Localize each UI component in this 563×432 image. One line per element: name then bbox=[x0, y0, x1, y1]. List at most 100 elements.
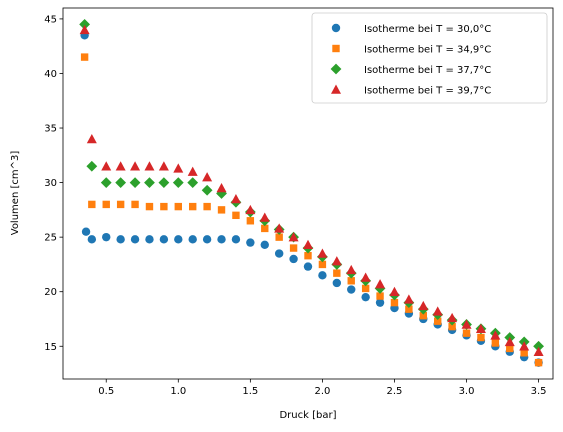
data-point bbox=[477, 333, 485, 342]
data-point bbox=[245, 204, 256, 215]
data-point bbox=[461, 319, 472, 329]
data-point bbox=[418, 300, 429, 311]
data-point bbox=[174, 202, 182, 211]
data-point bbox=[86, 160, 98, 172]
data-point bbox=[533, 346, 544, 356]
data-point bbox=[318, 260, 327, 269]
data-point bbox=[491, 339, 500, 347]
data-point bbox=[275, 233, 283, 241]
data-point bbox=[390, 298, 399, 307]
data-point bbox=[361, 284, 370, 293]
data-point bbox=[217, 235, 226, 244]
data-points bbox=[79, 18, 544, 367]
data-point bbox=[318, 271, 327, 280]
data-point bbox=[81, 227, 91, 236]
data-point bbox=[274, 223, 285, 233]
y-tick-label: 45 bbox=[44, 14, 57, 25]
data-point bbox=[158, 177, 170, 188]
y-axis-label: Volumen [cm^3] bbox=[10, 151, 21, 236]
data-point bbox=[462, 329, 471, 337]
data-point bbox=[375, 279, 386, 289]
data-point bbox=[246, 217, 255, 225]
data-point bbox=[230, 193, 241, 204]
data-point bbox=[232, 211, 240, 220]
data-point bbox=[347, 285, 356, 294]
y-tick-label: 15 bbox=[44, 342, 57, 353]
x-tick-label: 3.0 bbox=[459, 386, 475, 397]
data-point bbox=[172, 177, 184, 188]
data-point bbox=[129, 177, 141, 188]
data-point bbox=[448, 322, 456, 331]
data-point bbox=[187, 166, 198, 176]
data-point bbox=[88, 200, 96, 209]
data-point bbox=[419, 312, 427, 320]
data-point bbox=[201, 184, 213, 196]
data-point bbox=[376, 292, 384, 300]
y-tick-label: 40 bbox=[44, 69, 57, 80]
data-point bbox=[347, 277, 355, 285]
data-point bbox=[86, 133, 97, 144]
data-point bbox=[519, 341, 530, 351]
x-tick-label: 1.5 bbox=[242, 386, 258, 397]
y-tick-label: 30 bbox=[44, 178, 57, 189]
y-axis-ticks: 15 20 25 30 35 40 45 bbox=[44, 14, 63, 353]
data-point bbox=[533, 340, 544, 352]
data-point bbox=[304, 251, 312, 260]
data-point bbox=[289, 254, 298, 264]
data-point bbox=[403, 294, 414, 304]
data-point bbox=[100, 177, 112, 188]
data-point bbox=[246, 238, 255, 247]
x-tick-label: 2.0 bbox=[314, 386, 330, 397]
legend-box bbox=[311, 12, 548, 104]
data-point bbox=[216, 183, 227, 193]
data-point bbox=[274, 249, 284, 258]
data-point bbox=[432, 306, 443, 316]
series-triangle-points bbox=[79, 24, 544, 356]
data-point bbox=[87, 235, 97, 244]
legend-label: Isotherme bei T = 37,7°C bbox=[364, 65, 491, 76]
data-point bbox=[303, 262, 313, 271]
data-point bbox=[346, 264, 357, 275]
legend-marker bbox=[332, 44, 340, 53]
data-point bbox=[101, 161, 112, 171]
data-point bbox=[331, 256, 342, 266]
data-point bbox=[389, 286, 400, 296]
data-point bbox=[375, 298, 385, 307]
data-point bbox=[79, 24, 90, 35]
data-point bbox=[102, 200, 110, 209]
data-point bbox=[261, 224, 269, 233]
data-point bbox=[145, 235, 154, 244]
data-point bbox=[202, 235, 212, 244]
x-tick-label: 2.5 bbox=[387, 386, 403, 397]
data-point bbox=[231, 235, 241, 244]
data-point bbox=[115, 177, 127, 188]
data-point bbox=[405, 305, 413, 313]
y-tick-label: 25 bbox=[44, 233, 57, 244]
x-tick-label: 1.0 bbox=[170, 386, 186, 397]
data-point bbox=[116, 235, 125, 244]
y-tick-label: 20 bbox=[44, 287, 57, 298]
data-point bbox=[260, 240, 269, 249]
data-point bbox=[159, 235, 169, 244]
y-tick-label: 35 bbox=[44, 124, 57, 135]
legend-label: Isotherme bei T = 34,9°C bbox=[364, 45, 491, 56]
legend-label: Isotherme bei T = 30,0°C bbox=[364, 24, 491, 35]
data-point bbox=[131, 200, 139, 209]
legend-marker bbox=[330, 63, 342, 75]
plot-area bbox=[62, 7, 554, 380]
data-point bbox=[145, 202, 154, 211]
data-point bbox=[144, 161, 155, 171]
data-point bbox=[434, 317, 442, 325]
data-point bbox=[360, 272, 371, 282]
data-point bbox=[317, 248, 328, 258]
data-point bbox=[288, 232, 299, 242]
data-point bbox=[447, 312, 458, 323]
data-point bbox=[534, 358, 543, 367]
data-point bbox=[520, 349, 528, 357]
data-point bbox=[490, 330, 501, 340]
data-point bbox=[333, 269, 341, 277]
x-axis-ticks: 0.5 1.0 1.5 2.0 2.5 3.0 3.5 bbox=[98, 379, 547, 397]
data-point bbox=[173, 163, 184, 173]
x-tick-label: 3.5 bbox=[531, 386, 547, 397]
